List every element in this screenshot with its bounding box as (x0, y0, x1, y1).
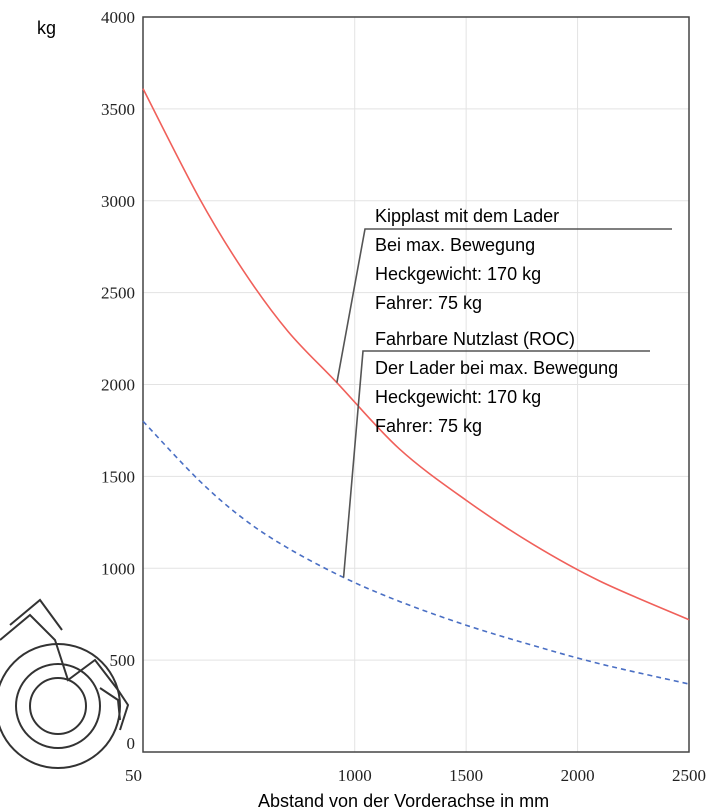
x-tick-label: 1000 (338, 766, 372, 785)
grid (142, 16, 690, 753)
series-line-2 (142, 420, 690, 685)
annotation-line: Fahrer: 75 kg (375, 293, 482, 313)
y-tick-label: 4000 (101, 8, 135, 27)
x-tick-label: 2500 (672, 766, 706, 785)
y-tick-label: 2000 (101, 376, 135, 395)
annotation-line: Heckgewicht: 170 kg (375, 387, 541, 407)
annotation-line: Bei max. Bewegung (375, 235, 535, 255)
y-tick-label: 500 (110, 651, 136, 670)
y-tick-label: 3000 (101, 192, 135, 211)
y-tick-label: 2500 (101, 284, 135, 303)
plot-frame (142, 16, 690, 753)
y-tick-label: 1000 (101, 559, 135, 578)
annotation-line: Kipplast mit dem Lader (375, 206, 559, 226)
x-tick-label: 1500 (449, 766, 483, 785)
annotation-line: Der Lader bei max. Bewegung (375, 358, 618, 378)
annotation-line: Fahrbare Nutzlast (ROC) (375, 329, 575, 349)
y-tick-label: 0 (127, 734, 136, 753)
tractor-wheel-icon (0, 598, 130, 769)
y-tick-label: 3500 (101, 100, 135, 119)
annotation-line: Heckgewicht: 170 kg (375, 264, 541, 284)
x-tick-label: 2000 (561, 766, 595, 785)
y-axis-label: kg (37, 18, 56, 38)
y-tick-label: 1500 (101, 467, 135, 486)
annotation-leader-2 (342, 350, 650, 578)
series-line-1 (142, 88, 690, 621)
x-axis-label: Abstand von der Vorderachse in mm (258, 791, 549, 811)
annotation-line: Fahrer: 75 kg (375, 416, 482, 436)
x-tick-label: 50 (125, 766, 142, 785)
annotation-leader-1 (336, 228, 672, 383)
